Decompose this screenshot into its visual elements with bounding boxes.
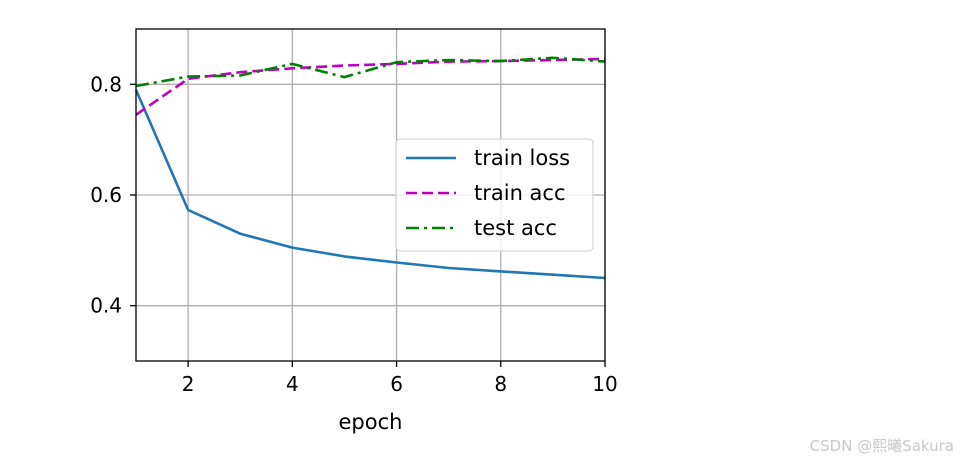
series-line-test-acc: [135, 56, 606, 88]
legend-label: test acc: [474, 216, 557, 240]
legend: train loss train acc test acc: [395, 138, 594, 252]
x-tick-label: 8: [494, 372, 507, 396]
series-lines: [134, 56, 606, 280]
x-tick-label: 6: [390, 372, 403, 396]
series-line-train-loss: [134, 89, 606, 280]
axis-ticks: 2 4 6 8 10 0.4 0.6 0.8: [90, 72, 618, 396]
y-tick-label: 0.8: [90, 72, 122, 96]
legend-label: train loss: [474, 146, 570, 170]
watermark: CSDN @熙曦Sakura: [809, 437, 954, 455]
y-tick-label: 0.6: [90, 183, 122, 207]
x-tick-label: 10: [592, 372, 617, 396]
series-line-train-acc: [135, 57, 606, 116]
legend-label: train acc: [474, 181, 566, 205]
x-axis-label: epoch: [339, 410, 403, 434]
y-tick-label: 0.4: [90, 294, 122, 318]
legend-box: [395, 138, 594, 252]
x-tick-label: 2: [182, 372, 195, 396]
x-tick-label: 4: [286, 372, 299, 396]
